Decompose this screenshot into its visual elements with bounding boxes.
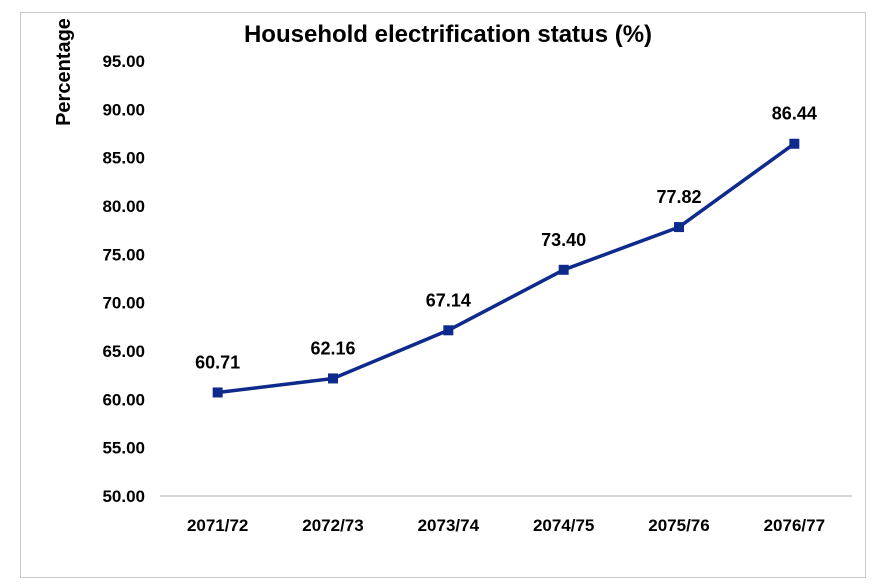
x-tick-label: 2072/73: [302, 516, 363, 535]
data-point-marker: [443, 325, 454, 336]
x-tick-label: 2071/72: [187, 516, 248, 535]
y-tick-label: 55.00: [102, 439, 145, 458]
x-tick-label: 2076/77: [764, 516, 825, 535]
data-point-marker: [558, 264, 569, 275]
y-tick-label: 80.00: [102, 197, 145, 216]
data-labels: 60.71 62.16 67.14 73.40 77.82 86.44: [195, 104, 817, 373]
y-tick-label: 90.00: [102, 100, 145, 119]
data-label: 73.40: [541, 230, 586, 250]
x-tick-label: 2073/74: [418, 516, 480, 535]
data-label: 60.71: [195, 352, 240, 372]
series-markers: [212, 138, 800, 398]
x-tick-label: 2075/76: [648, 516, 709, 535]
y-tick-label: 65.00: [102, 342, 145, 361]
y-tick-label: 60.00: [102, 390, 145, 409]
y-tick-label: 85.00: [102, 149, 145, 168]
y-tick-label: 70.00: [102, 294, 145, 313]
data-label: 86.44: [772, 104, 817, 124]
x-tick-label: 2074/75: [533, 516, 594, 535]
y-tick-label: 75.00: [102, 245, 145, 264]
data-label: 67.14: [426, 290, 471, 310]
series-line: [217, 142, 796, 395]
y-axis-ticks: 50.00 55.00 60.00 65.00 70.00 75.00 80.00 85.00…: [102, 52, 145, 506]
data-point-marker: [789, 138, 800, 149]
y-axis-label: Percentage: [53, 18, 75, 126]
data-point-marker: [674, 222, 684, 233]
data-label: 62.16: [310, 338, 355, 358]
data-point-marker: [212, 387, 223, 398]
x-axis-ticks: 2071/72 2072/73 2073/74 2074/75 2075/76 2076/…: [187, 516, 825, 535]
data-point-marker: [328, 373, 338, 384]
chart-frame: [20, 12, 866, 578]
y-tick-label: 95.00: [102, 52, 145, 71]
y-tick-label: 50.00: [102, 487, 145, 506]
data-label: 77.82: [656, 187, 701, 207]
chart-title: Household electrification status (%): [244, 21, 652, 48]
